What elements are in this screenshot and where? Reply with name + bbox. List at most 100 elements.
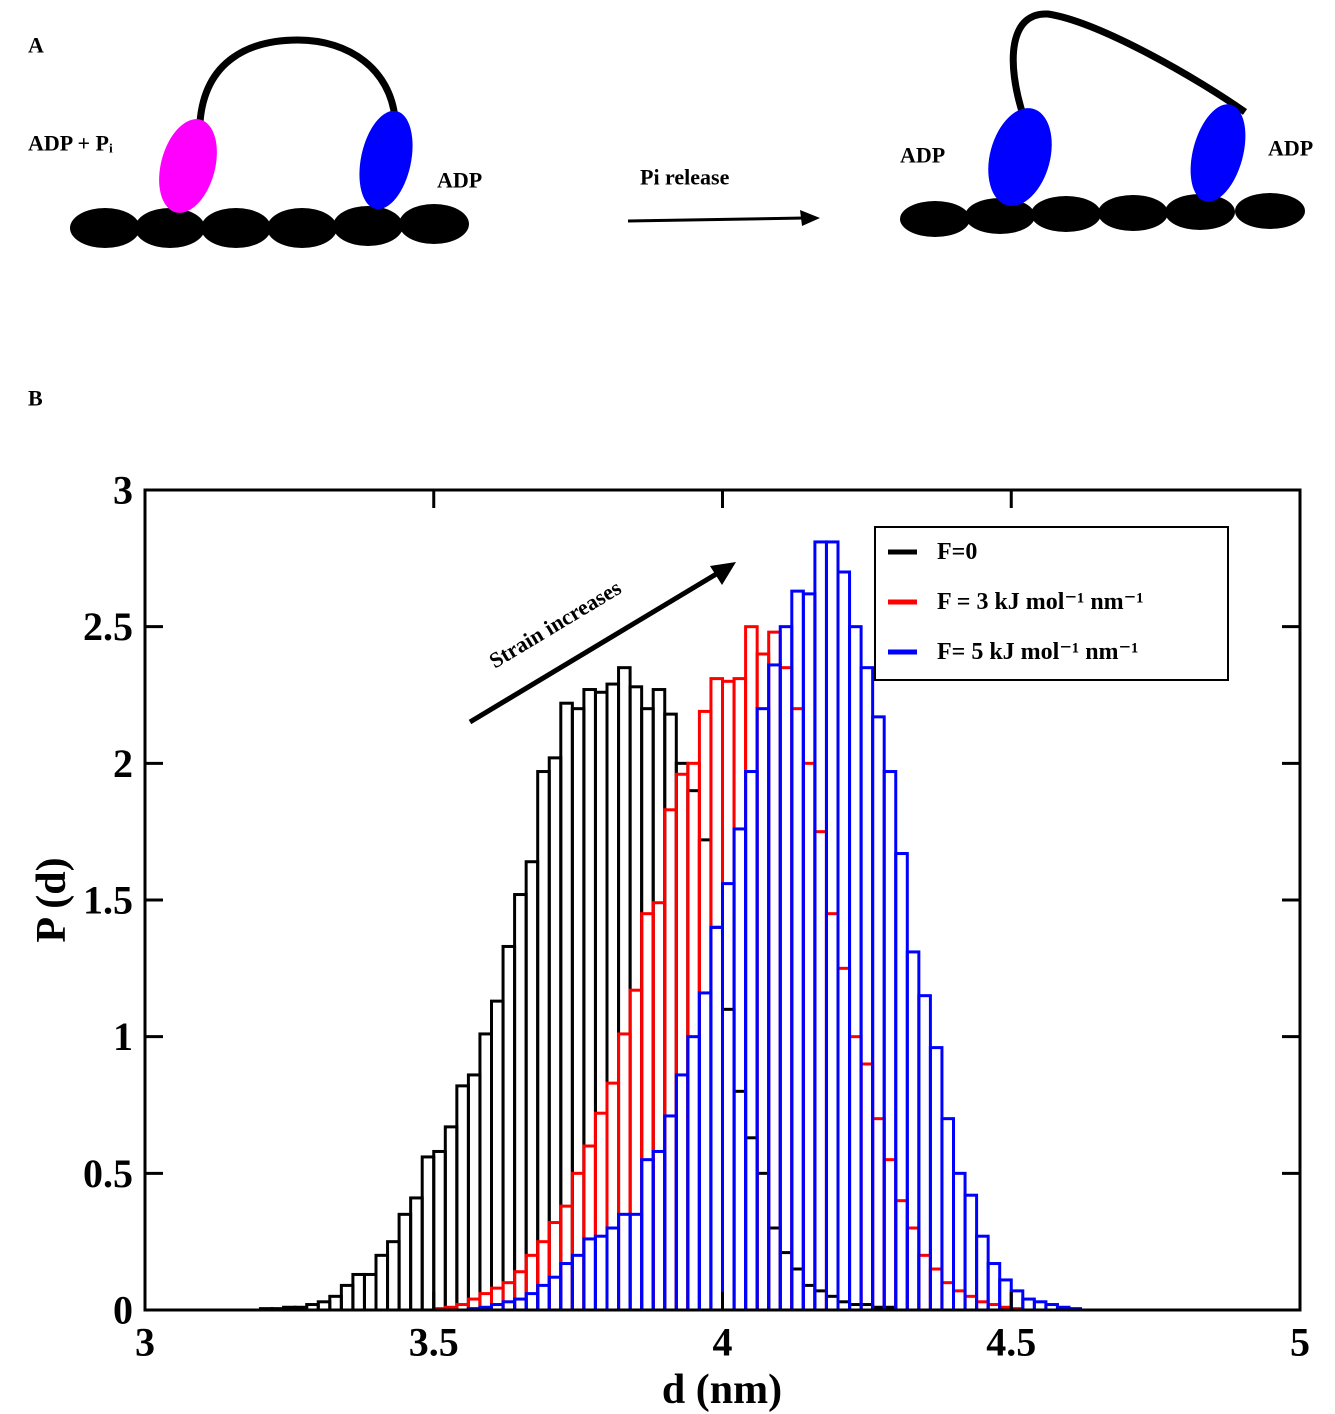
histogram-bar: [524, 1292, 540, 1312]
histogram-bar: [628, 1212, 644, 1312]
histogram-bar: [501, 1281, 517, 1312]
head-adp-2: [1190, 104, 1246, 202]
histogram-bar: [536, 770, 551, 1312]
histogram-bar: [455, 1084, 470, 1312]
histogram-bar: [663, 808, 678, 1312]
histogram-bar: [617, 1212, 632, 1312]
histogram-bar: [836, 966, 852, 1312]
histogram-bar: [582, 1144, 597, 1312]
histogram-bar: [640, 912, 655, 1312]
histogram-bar: [778, 1251, 794, 1312]
x-tick-label: 3.5: [409, 1320, 459, 1365]
histogram-bar: [409, 1196, 424, 1312]
panel-a-diagram: [70, 10, 1305, 248]
histogram-bar: [709, 677, 725, 1312]
x-axis-title: d (nm): [662, 1367, 782, 1413]
histogram-bar: [524, 860, 540, 1312]
histogram-bar: [651, 1149, 667, 1312]
head-adp-1: [988, 108, 1052, 206]
histogram-bar: [328, 1294, 343, 1312]
histogram-bar: [593, 690, 609, 1312]
histogram-bar: [778, 625, 794, 1312]
histogram-bar: [593, 1234, 609, 1312]
histogram-bar: [778, 666, 794, 1312]
histogram-bar: [882, 1158, 898, 1312]
histogram-bar: [928, 1046, 944, 1312]
histogram-bar: [362, 1272, 378, 1312]
histogram-bar: [466, 1073, 482, 1312]
histogram-bar: [859, 666, 875, 1312]
histogram-bar: [605, 682, 621, 1312]
histogram-bar: [721, 882, 736, 1312]
legend-label: F= 5 kJ mol⁻¹ nm⁻¹: [937, 639, 1138, 665]
arrow-head: [800, 210, 820, 226]
histogram-bar: [894, 852, 909, 1312]
histogram-bar: [674, 772, 690, 1312]
histogram-bar: [871, 1117, 886, 1312]
histogram-bar: [478, 1032, 494, 1312]
histogram-bar: [697, 991, 713, 1312]
histogram-bar: [536, 1283, 551, 1312]
histogram-bar: [767, 663, 782, 1312]
y-tick-label: 0: [113, 1288, 133, 1333]
x-tick-label: 4.5: [986, 1320, 1036, 1365]
lever-right: [1009, 10, 1248, 120]
histogram-bar: [420, 1155, 436, 1312]
histogram-bar: [871, 715, 886, 1312]
histogram-bar: [674, 761, 690, 1312]
histogram-bar: [732, 827, 748, 1312]
histogram-bar: [790, 589, 805, 1312]
histogram-bar: [547, 1275, 563, 1312]
legend-label: F = 3 kJ mol⁻¹ nm⁻¹: [937, 589, 1144, 615]
x-tick-label: 5: [1290, 1320, 1310, 1365]
histogram-bar: [513, 893, 528, 1312]
histogram-bar: [836, 570, 852, 1312]
annotation-arrow-head: [710, 562, 736, 585]
histogram-bar: [651, 688, 667, 1312]
histogram-bar: [570, 1171, 586, 1312]
histogram-bar: [848, 1035, 863, 1312]
histogram-bar: [374, 1253, 390, 1312]
y-tick-label: 2.5: [83, 604, 133, 649]
histogram-bar: [848, 625, 863, 1312]
y-tick-label: 1.5: [83, 878, 133, 923]
histogram-bar: [339, 1283, 355, 1312]
histogram-bar: [640, 1158, 655, 1312]
histogram-bar: [859, 1062, 875, 1312]
histogram-bar: [963, 1193, 979, 1312]
histogram-bar: [432, 1149, 447, 1312]
histogram-bar: [663, 1114, 678, 1312]
histogram-bar: [709, 925, 725, 1312]
histogram-bar: [686, 1035, 701, 1312]
annotation: Strain increases: [485, 575, 626, 674]
histogram-bar: [952, 1289, 967, 1312]
histogram-bar: [744, 770, 759, 1312]
actin-left: [70, 204, 469, 248]
histogram-bar: [386, 1240, 401, 1312]
histogram-bar: [443, 1125, 459, 1312]
y-tick-label: 1: [113, 1014, 133, 1059]
histogram-bar: [351, 1272, 366, 1312]
histogram-bar: [721, 1007, 736, 1312]
histogram-bar: [790, 707, 805, 1312]
histogram-bar: [998, 1278, 1013, 1312]
histogram-bar: [882, 770, 898, 1312]
histogram-bar: [570, 707, 586, 1312]
diagram-label: ADP: [437, 168, 482, 193]
histogram-bar: [559, 701, 574, 1312]
histogram-bar: [767, 630, 782, 1312]
histogram-bar: [721, 679, 736, 1312]
histogram-bar: [975, 1234, 990, 1312]
histogram-bar: [744, 625, 759, 1312]
histogram-bar: [524, 1253, 540, 1312]
legend: F=0 F = 3 kJ mol⁻¹ nm⁻¹ F= 5 kJ mol⁻¹ nm⁻¹: [874, 526, 1229, 681]
x-tick-label: 3: [135, 1320, 155, 1365]
histogram-bar: [536, 1240, 551, 1312]
histogram-bar: [570, 1253, 586, 1312]
head-adp-pi: [159, 119, 217, 213]
histogram-bar: [824, 912, 840, 1312]
arrow: [627, 216, 806, 223]
actin-right: [900, 193, 1305, 237]
